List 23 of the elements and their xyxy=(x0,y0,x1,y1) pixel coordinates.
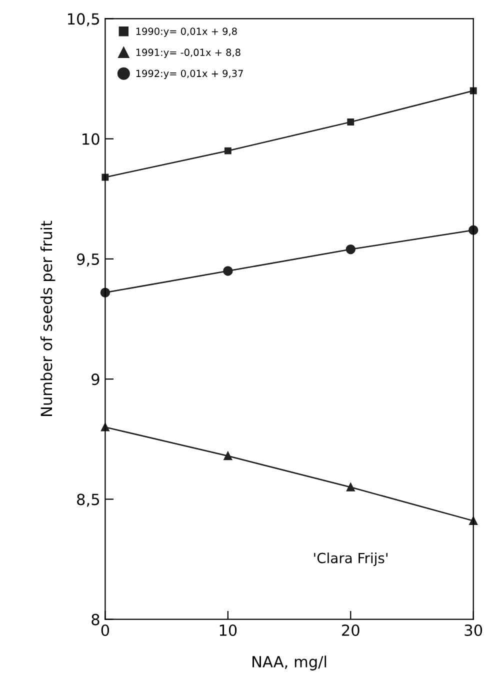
x-axis-title: NAA, mg/l xyxy=(252,656,326,670)
legend-label: 1990:y= 0,01x + 9,8 xyxy=(136,28,237,37)
annotation: 'Clara Frijs' xyxy=(314,552,388,566)
point xyxy=(347,118,354,126)
y-tick-label: 10,5 xyxy=(68,13,99,26)
point xyxy=(224,452,232,460)
y-tick-label: 10 xyxy=(82,133,100,145)
legend-label: 1992:y= 0,01x + 9,37 xyxy=(136,70,243,79)
y-axis-title: Number of seeds per fruit xyxy=(40,220,56,416)
point xyxy=(346,244,356,254)
y-tick-label: 8 xyxy=(92,614,100,626)
y-tick-label: 9 xyxy=(92,374,100,386)
y-tick-label: 8,5 xyxy=(77,494,99,507)
x-tick-label: 0 xyxy=(101,624,110,636)
point xyxy=(346,483,355,492)
y-tick-label: 9,5 xyxy=(76,253,99,267)
point xyxy=(224,147,232,154)
point xyxy=(223,266,233,276)
point xyxy=(101,422,110,432)
x-tick-label: 20 xyxy=(342,624,360,636)
legend-label: 1991:y= -0,01x + 8,8 xyxy=(136,48,240,58)
x-tick-label: 30 xyxy=(464,624,482,636)
x-tick-label: 10 xyxy=(220,624,237,636)
